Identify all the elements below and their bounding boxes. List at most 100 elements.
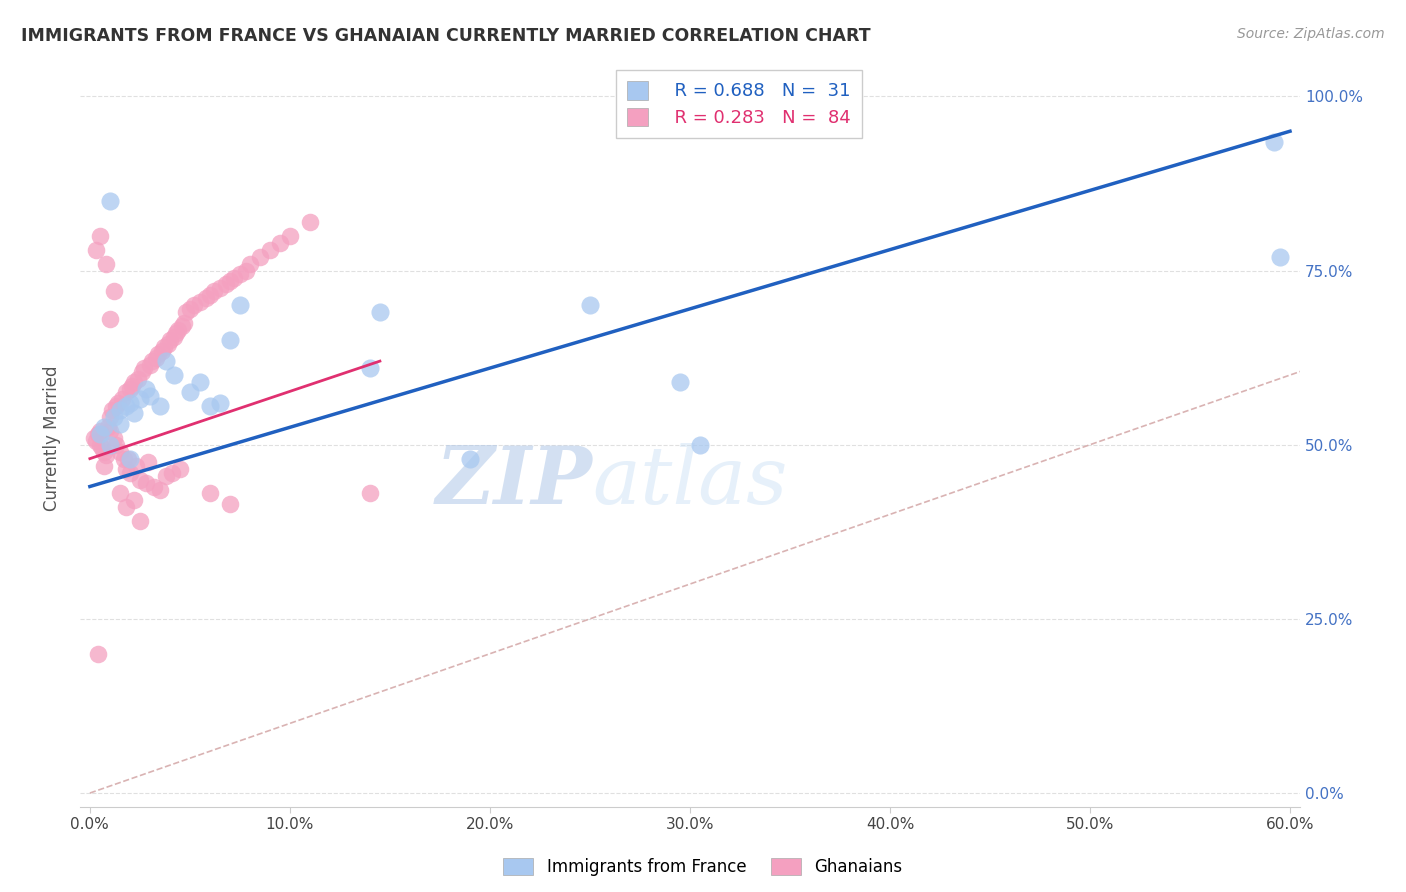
Point bbox=[174, 305, 197, 319]
Point bbox=[87, 647, 110, 661]
Point bbox=[115, 462, 138, 476]
Point bbox=[141, 354, 163, 368]
Point bbox=[208, 396, 231, 410]
Point bbox=[118, 466, 141, 480]
Point bbox=[117, 451, 139, 466]
Y-axis label: Currently Married: Currently Married bbox=[44, 365, 60, 510]
Point bbox=[118, 451, 141, 466]
Point bbox=[179, 385, 201, 400]
Point bbox=[149, 483, 172, 497]
Point bbox=[136, 455, 159, 469]
Point bbox=[229, 298, 252, 312]
Point bbox=[89, 424, 111, 438]
Point bbox=[160, 466, 183, 480]
Text: ZIP: ZIP bbox=[436, 443, 592, 521]
Point bbox=[101, 403, 124, 417]
Point bbox=[146, 347, 169, 361]
Point bbox=[98, 194, 121, 208]
Point bbox=[167, 323, 190, 337]
Point bbox=[368, 305, 391, 319]
Point bbox=[111, 392, 134, 407]
Point bbox=[94, 256, 117, 270]
Point bbox=[150, 343, 173, 358]
Point bbox=[145, 351, 167, 365]
Point bbox=[118, 382, 141, 396]
Point bbox=[104, 400, 127, 414]
Point bbox=[219, 497, 242, 511]
Point bbox=[188, 375, 211, 389]
Point bbox=[669, 375, 692, 389]
Point bbox=[98, 438, 121, 452]
Point bbox=[135, 382, 157, 396]
Point bbox=[89, 228, 111, 243]
Point bbox=[198, 486, 221, 500]
Point bbox=[194, 292, 217, 306]
Point bbox=[89, 427, 111, 442]
Point bbox=[122, 375, 145, 389]
Point bbox=[131, 365, 153, 379]
Point bbox=[163, 330, 186, 344]
Point bbox=[127, 371, 149, 385]
Point bbox=[229, 267, 252, 281]
Point bbox=[142, 479, 165, 493]
Point bbox=[93, 444, 115, 458]
Point bbox=[122, 493, 145, 508]
Point bbox=[93, 458, 115, 473]
Point bbox=[169, 462, 191, 476]
Point bbox=[115, 385, 138, 400]
Point bbox=[108, 417, 131, 431]
Point bbox=[135, 476, 157, 491]
Point bbox=[103, 285, 125, 299]
Point bbox=[118, 396, 141, 410]
Point bbox=[107, 396, 129, 410]
Point bbox=[689, 438, 711, 452]
Point bbox=[108, 486, 131, 500]
Point bbox=[249, 250, 271, 264]
Point bbox=[239, 256, 262, 270]
Point bbox=[222, 270, 245, 285]
Point bbox=[90, 441, 112, 455]
Point bbox=[208, 281, 231, 295]
Point bbox=[165, 326, 187, 341]
Point bbox=[139, 358, 162, 372]
Point bbox=[159, 333, 181, 347]
Point bbox=[97, 420, 120, 434]
Point bbox=[1268, 250, 1291, 264]
Point bbox=[139, 389, 162, 403]
Point bbox=[259, 243, 281, 257]
Point bbox=[128, 392, 150, 407]
Point bbox=[298, 215, 321, 229]
Point bbox=[87, 427, 110, 442]
Point bbox=[89, 438, 111, 452]
Point bbox=[98, 312, 121, 326]
Text: atlas: atlas bbox=[592, 443, 787, 521]
Point bbox=[83, 431, 105, 445]
Point bbox=[235, 263, 257, 277]
Point bbox=[103, 409, 125, 424]
Point bbox=[219, 274, 242, 288]
Point bbox=[458, 451, 481, 466]
Point bbox=[188, 294, 211, 309]
Point bbox=[84, 434, 107, 449]
Point bbox=[128, 473, 150, 487]
Point bbox=[156, 336, 179, 351]
Point bbox=[108, 444, 131, 458]
Point bbox=[163, 368, 186, 382]
Point bbox=[132, 361, 155, 376]
Point bbox=[115, 400, 138, 414]
Point bbox=[202, 285, 225, 299]
Point bbox=[115, 500, 138, 515]
Point bbox=[579, 298, 602, 312]
Point bbox=[170, 319, 193, 334]
Point bbox=[128, 514, 150, 528]
Point bbox=[155, 354, 177, 368]
Point bbox=[278, 228, 301, 243]
Point bbox=[98, 409, 121, 424]
Point bbox=[112, 451, 135, 466]
Point bbox=[155, 469, 177, 483]
Point bbox=[93, 420, 115, 434]
Point bbox=[103, 431, 125, 445]
Point bbox=[98, 424, 121, 438]
Point bbox=[149, 400, 172, 414]
Point bbox=[219, 333, 242, 347]
